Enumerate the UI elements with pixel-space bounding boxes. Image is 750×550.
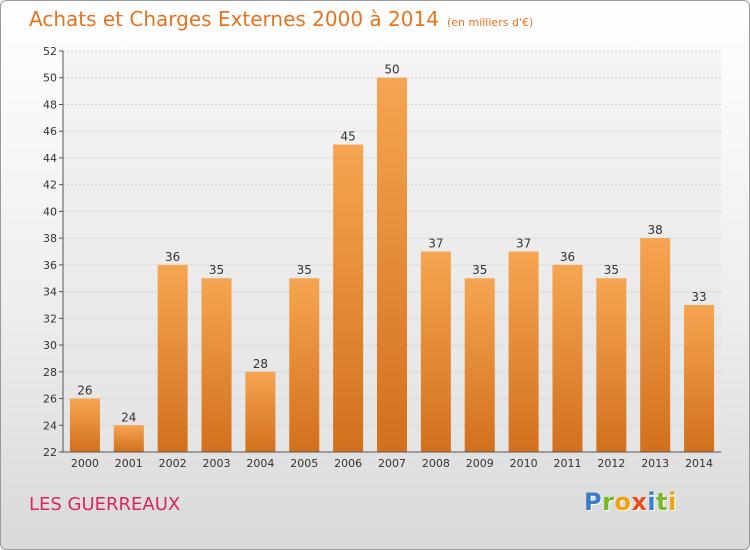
bar-2005 [289, 278, 320, 452]
x-tick-label-2001: 2001 [115, 457, 143, 470]
x-tick-label-2010: 2010 [510, 457, 538, 470]
x-tick-label-2009: 2009 [466, 457, 494, 470]
data-label-2000: 26 [77, 384, 92, 398]
bar-2007 [377, 77, 407, 452]
data-label-2012: 35 [604, 263, 619, 277]
data-label-2002: 36 [165, 250, 180, 264]
x-tick-label-2005: 2005 [290, 457, 318, 470]
y-tick-label: 30 [43, 339, 57, 352]
chart-title-text: Achats et Charges Externes 2000 à 2014 [29, 7, 439, 31]
bar-2011 [552, 264, 583, 452]
bars: 26 24 36 35 28 35 45 50 37 35 37 36 35 38 33 [69, 63, 715, 453]
logo-letter: P [584, 488, 603, 516]
logo-letter: r [602, 488, 615, 516]
x-tick-label-2011: 2011 [553, 457, 581, 470]
proxiti-logo: Proxiti [584, 488, 677, 516]
bar-2014 [684, 304, 715, 452]
x-axis: 2000 2001 2002 2003 2004 2005 2006 2007 2008 2009… [63, 451, 721, 470]
bar-2002 [157, 264, 188, 452]
data-label-2014: 33 [691, 290, 706, 304]
y-tick-label: 52 [43, 45, 57, 58]
logo-letter: o [614, 488, 632, 516]
x-tick-label-2008: 2008 [422, 457, 450, 470]
bar-2006 [333, 144, 364, 453]
y-tick-label: 24 [43, 419, 57, 432]
chart-unit: (en milliers d'€) [446, 16, 534, 29]
x-tick-label-2006: 2006 [334, 457, 362, 470]
data-label-2007: 50 [384, 63, 399, 77]
data-label-2011: 36 [560, 250, 575, 264]
data-label-2008: 37 [428, 237, 443, 251]
bar-2013 [640, 238, 671, 452]
y-axis: 22 24 26 28 30 32 34 36 38 40 42 44 46 48 50 52 [43, 45, 64, 459]
y-tick-label: 22 [43, 446, 57, 459]
logo-letter: t [656, 488, 669, 516]
x-tick-label-2012: 2012 [597, 457, 625, 470]
x-tick-label-2002: 2002 [159, 457, 187, 470]
data-label-2013: 38 [648, 223, 663, 237]
y-tick-label: 46 [43, 125, 57, 138]
chart-title: Achats et Charges Externes 2000 à 2014 (e… [29, 7, 533, 31]
data-label-2010: 37 [516, 237, 531, 251]
x-tick-label-2013: 2013 [641, 457, 669, 470]
data-label-2004: 28 [253, 357, 268, 371]
y-tick-label: 50 [43, 72, 57, 85]
y-tick-label: 42 [43, 179, 57, 192]
bar-2004 [245, 371, 276, 452]
bar-2003 [201, 278, 232, 452]
x-tick-label-2000: 2000 [71, 457, 99, 470]
data-label-2003: 35 [209, 263, 224, 277]
data-label-2006: 45 [340, 130, 355, 144]
y-tick-label: 48 [43, 98, 57, 111]
x-tick-label-2003: 2003 [203, 457, 231, 470]
bar-2001 [113, 425, 144, 452]
x-tick-label-2007: 2007 [378, 457, 406, 470]
bar-2008 [420, 251, 451, 452]
data-label-2005: 35 [297, 263, 312, 277]
bar-2000 [69, 398, 100, 452]
y-tick-label: 34 [43, 286, 57, 299]
x-tick-label-2014: 2014 [685, 457, 713, 470]
bar-2009 [464, 278, 495, 452]
y-tick-label: 28 [43, 366, 57, 379]
bar-2012 [596, 278, 627, 452]
data-label-2001: 24 [121, 410, 136, 424]
y-tick-label: 26 [43, 393, 57, 406]
logo-letter: x [631, 488, 648, 516]
y-tick-label: 40 [43, 205, 57, 218]
y-tick-label: 44 [43, 152, 57, 165]
y-tick-label: 38 [43, 232, 57, 245]
logo-letter: i [668, 488, 677, 516]
bar-2010 [508, 251, 539, 452]
logo-letter: i [647, 488, 657, 516]
y-tick-label: 32 [43, 312, 57, 325]
y-tick-label: 36 [43, 259, 57, 272]
x-tick-label-2004: 2004 [246, 457, 274, 470]
place-name: LES GUERREAUX [29, 494, 181, 515]
data-label-2009: 35 [472, 263, 487, 277]
